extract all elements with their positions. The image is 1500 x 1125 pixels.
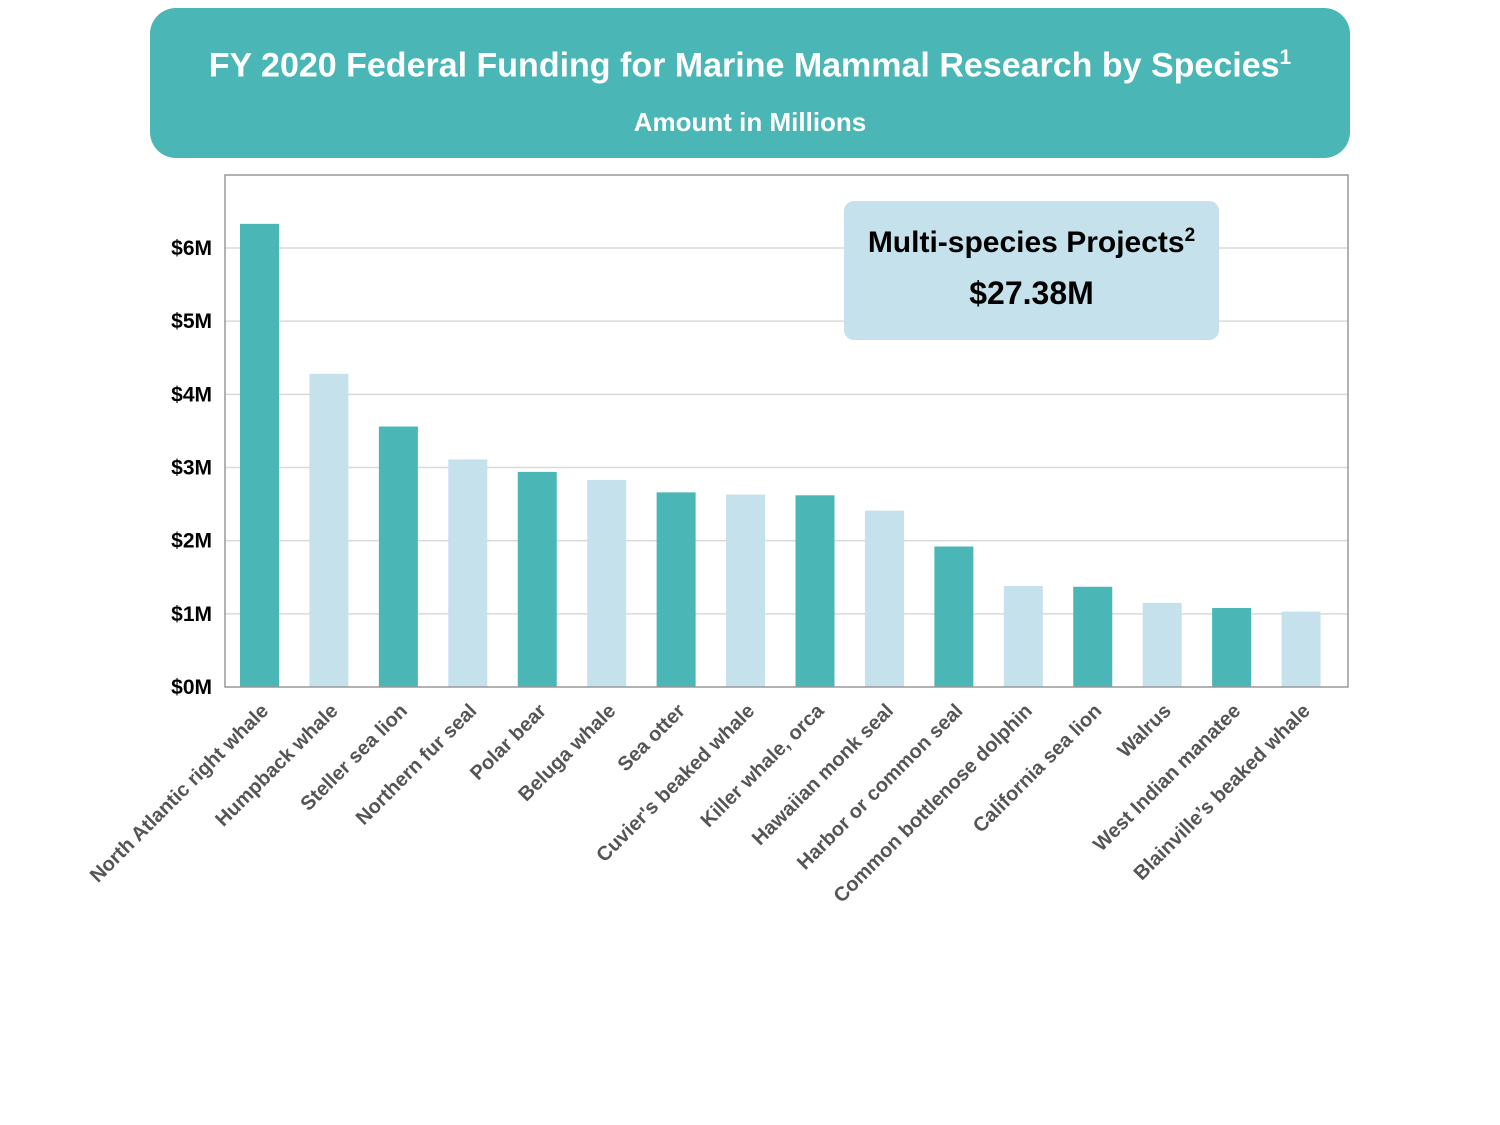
- bars: [240, 223, 1321, 688]
- x-tick-label: Hawaiian monk seal: [748, 700, 898, 850]
- callout-label: Multi-species Projects2: [844, 225, 1219, 260]
- y-tick-label: $5M: [171, 310, 212, 333]
- bar: [587, 479, 627, 687]
- title-banner: FY 2020 Federal Funding for Marine Mamma…: [150, 8, 1350, 158]
- callout-label-text: Multi-species Projects: [867, 226, 1185, 259]
- bar: [934, 546, 974, 687]
- chart-subtitle: Amount in Millions: [633, 107, 867, 137]
- y-tick-label: $1M: [171, 603, 212, 626]
- x-tick-label: Northern fur seal: [352, 700, 482, 830]
- bar: [864, 510, 904, 687]
- bar: [309, 373, 349, 687]
- bar: [1212, 607, 1252, 687]
- bar: [1073, 586, 1113, 687]
- bar: [795, 495, 835, 687]
- y-tick-label: $3M: [171, 457, 212, 480]
- bar: [517, 471, 557, 687]
- callout-value: $27.38M: [969, 275, 1094, 311]
- bar: [656, 492, 696, 687]
- y-tick-label: $0M: [171, 676, 212, 699]
- bar: [378, 426, 418, 687]
- x-tick-label: Killer whale, orca: [697, 699, 830, 832]
- bar: [240, 223, 279, 688]
- y-tick-label: $6M: [171, 237, 212, 260]
- bar: [1281, 611, 1321, 687]
- bar: [1142, 602, 1182, 687]
- callout-footnote: 2: [1184, 225, 1196, 246]
- x-tick-label: Walrus: [1114, 700, 1176, 762]
- title-footnote: 1: [1279, 46, 1292, 69]
- y-axis-ticks: $0M $1M $2M $3M $4M $5M $6M: [171, 237, 212, 699]
- chart-title-text: FY 2020 Federal Funding for Marine Mamma…: [208, 46, 1280, 85]
- bar: [1003, 586, 1043, 687]
- x-tick-label: Humpback whale: [211, 700, 342, 831]
- x-tick-label: California sea lion: [969, 700, 1106, 837]
- bar: [726, 494, 766, 687]
- multi-species-callout: Multi-species Projects2 $27.38M: [844, 201, 1219, 340]
- chart-title: FY 2020 Federal Funding for Marine Mamma…: [150, 46, 1350, 85]
- plot-area-frame: [224, 174, 1349, 688]
- y-tick-label: $4M: [171, 383, 212, 406]
- y-tick-label: $2M: [171, 530, 212, 553]
- bar: [448, 459, 488, 687]
